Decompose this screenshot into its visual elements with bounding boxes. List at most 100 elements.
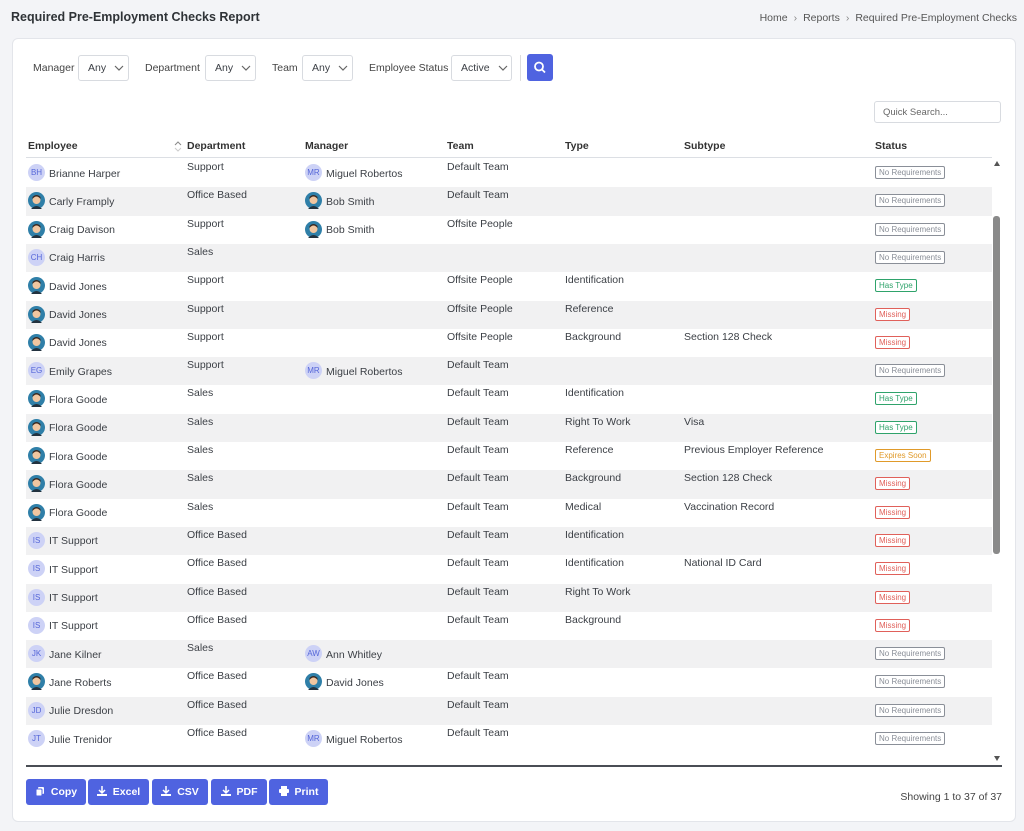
column-header[interactable]: Status [875,140,908,152]
employee-cell: BH Brianne Harper [28,164,120,181]
column-header[interactable]: Subtype [684,140,726,152]
employee-name: Flora Goode [49,478,108,491]
subtype-text: Previous Employer Reference [684,444,824,456]
filter-select[interactable]: Any [205,55,256,81]
avatar-photo [28,333,45,351]
team-text: Offsite People [447,274,513,287]
department-cell: Support [187,274,224,286]
quick-search[interactable]: Quick Search... [874,101,1001,123]
employee-cell: Flora Goode [28,503,107,521]
type-text: Identification [565,387,624,400]
button-label: CSV [177,786,199,798]
type-text: Right To Work [565,415,631,428]
employee-name: Emily Grapes [49,365,113,378]
team-text: Default Team [447,472,509,485]
status-badge: Missing [875,307,911,321]
filter-select[interactable]: Active [451,55,512,81]
manager-cell: AW Ann Whitley [305,645,382,663]
divider [520,55,521,81]
team-cell: Default Team [447,387,509,399]
department-cell: Office Based [187,586,247,598]
button-label: Copy [50,786,78,798]
sort-icon[interactable] [174,140,182,152]
page-title: Required Pre-Employment Checks Report [11,10,260,24]
avatar-initials: JT [28,730,45,747]
employee-name: IT Support [49,535,98,548]
employee-name: Carly Framply [49,195,115,208]
table-row: Craig Davison Support Bob Smith Offsite Peo… [26,215,992,244]
team-cell: Default Team [447,416,509,428]
team-text: Offsite People [447,330,513,343]
employee-cell: Flora Goode [28,418,107,436]
subtype-cell: Vaccination Record [684,501,774,513]
breadcrumb-item[interactable]: Reports [803,12,840,24]
avatar-photo [305,192,322,210]
button-icon [220,785,231,799]
employee-name: David Jones [49,337,107,350]
type-text: Identification [565,274,624,287]
export-button[interactable]: Copy [26,779,86,805]
breadcrumb-item[interactable]: Home [759,12,788,24]
avatar-initials: MR [305,362,322,380]
export-button[interactable]: CSV [152,779,208,805]
department-text: Office Based [187,727,247,739]
employee-name: Julie Dresdon [49,705,114,718]
status-badge: Missing [875,335,911,349]
export-button[interactable]: Excel [88,779,149,805]
table-row: CH Craig Harris Sales No Requirements [26,243,992,273]
column-header[interactable]: Department [187,140,246,152]
employee-cell: CH Craig Harris [28,248,105,266]
table-row: IS IT Support Office Based Default Team Iden… [26,555,992,584]
status-cell: No Requirements [875,732,946,745]
breadcrumb-item: Required Pre-Employment Checks [855,12,1017,24]
manager-cell: MR Miguel Robertos [305,164,402,181]
table-row: IS IT Support Office Based Default Team Iden… [26,526,992,556]
employee-cell: Craig Davison [28,220,115,238]
export-button[interactable]: PDF [211,779,267,805]
team-cell: Offsite People [447,331,513,343]
status-badge: Missing [875,590,911,604]
column-header[interactable]: Team [447,140,474,152]
filter-select[interactable]: Any [302,55,353,81]
search-button[interactable] [527,54,553,81]
avatar-photo [28,418,45,436]
type-cell: Identification [565,529,624,541]
scrollbar[interactable] [993,158,1001,764]
column-header[interactable]: Manager [305,140,349,152]
team-cell: Offsite People [447,274,513,286]
column-header[interactable]: Employee [28,140,78,152]
type-cell: Identification [565,274,624,286]
type-text: Reference [565,444,614,456]
department-text: Support [187,359,224,372]
team-text: Default Team [447,670,509,683]
department-cell: Office Based [187,189,247,201]
department-cell: Support [187,359,224,371]
table-row: Flora Goode Sales Default Team Identificati… [26,385,992,414]
filter-select[interactable]: Any [78,55,129,81]
export-button[interactable]: Print [269,779,328,805]
column-header[interactable]: Type [565,140,589,152]
status-cell: Expires Soon [875,449,931,462]
employee-name: Jane Kilner [49,648,102,661]
button-icon [96,785,107,799]
status-badge: Missing [875,562,911,576]
status-cell: No Requirements [875,647,946,661]
type-cell: Background [565,472,621,484]
department-text: Office Based [187,613,247,626]
team-text: Default Team [447,359,509,372]
subtype-cell: Section 128 Check [684,331,772,343]
subtype-cell: National ID Card [684,557,762,569]
department-cell: Sales [187,246,213,258]
type-cell: Identification [565,387,624,399]
department-cell: Support [187,303,224,315]
status-badge: No Requirements [875,194,946,208]
team-text: Default Team [447,387,509,400]
department-cell: Sales [187,501,213,513]
avatar-initials: BH [28,164,45,181]
department-text: Support [187,161,224,173]
team-cell: Default Team [447,557,509,569]
filter-label: Employee Status [369,62,449,74]
type-text: Background [565,330,622,343]
status-cell: Missing [875,307,911,321]
status-cell: No Requirements [875,250,946,264]
